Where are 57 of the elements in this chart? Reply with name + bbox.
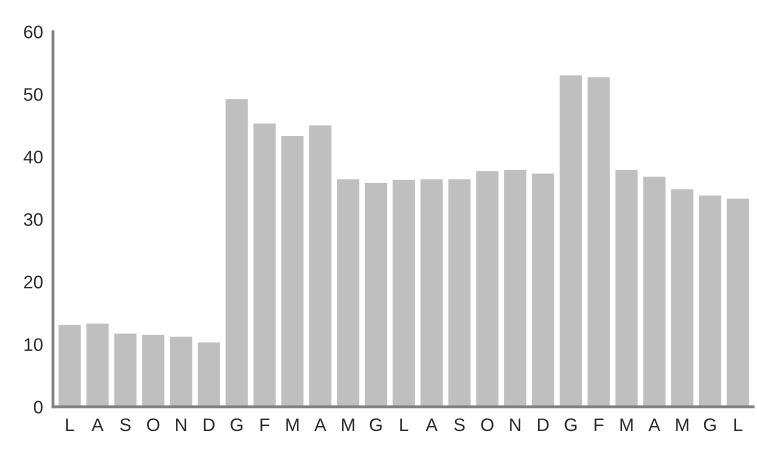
- x-tick-label: F: [594, 418, 604, 431]
- bar: [392, 180, 415, 407]
- x-tick-label: O: [481, 418, 494, 432]
- bar: [726, 198, 750, 407]
- bar: [281, 136, 304, 407]
- bar: [226, 99, 248, 407]
- bar: [532, 174, 554, 407]
- bar: [448, 179, 471, 407]
- x-tick-label: A: [92, 418, 104, 431]
- x-tick-label: D: [538, 418, 549, 431]
- y-tick-label: 10: [24, 338, 43, 351]
- x-tick-label: L: [400, 418, 408, 431]
- bar: [253, 124, 276, 407]
- x-tick-label: M: [286, 418, 298, 431]
- x-tick-label: N: [510, 418, 520, 431]
- bar: [504, 170, 526, 407]
- bar: [142, 334, 164, 407]
- x-tick-label: M: [620, 418, 633, 431]
- bar: [476, 171, 498, 407]
- bar: [309, 125, 332, 407]
- y-tick-label: 20: [24, 276, 43, 288]
- bar: [671, 189, 694, 407]
- x-tick-label: A: [648, 418, 660, 431]
- bar: [698, 195, 722, 407]
- x-tick-label: L: [734, 418, 742, 431]
- x-tick-label: A: [314, 418, 326, 431]
- bar: [336, 179, 360, 407]
- bar: [86, 324, 109, 407]
- bar: [364, 182, 388, 407]
- x-tick-label: O: [147, 418, 160, 432]
- x-tick-label: S: [454, 418, 465, 432]
- bar: [170, 336, 192, 407]
- x-tick-label: G: [704, 418, 716, 432]
- y-tick-label: 60: [24, 26, 43, 38]
- x-tick-label: M: [342, 418, 354, 431]
- bar: [198, 342, 220, 407]
- bar: [643, 176, 666, 407]
- bar: [615, 170, 638, 407]
- bar: [58, 324, 81, 407]
- x-tick-label: M: [676, 418, 688, 431]
- x-tick-label: F: [260, 418, 270, 431]
- bar: [114, 334, 137, 407]
- y-tick-label: 50: [24, 88, 43, 101]
- y-tick-label: 0: [34, 400, 43, 414]
- x-tick-label: G: [230, 418, 242, 432]
- bar: [420, 179, 443, 407]
- y-tick-label: 40: [24, 150, 43, 164]
- x-tick-label: L: [66, 418, 74, 431]
- x-tick-label: D: [204, 418, 215, 431]
- x-tick-label: N: [176, 418, 186, 431]
- bar: [588, 77, 610, 407]
- x-tick-label: A: [426, 418, 438, 431]
- x-tick-label: G: [564, 418, 577, 432]
- x-tick-label: S: [120, 418, 131, 432]
- x-tick-label: G: [370, 418, 382, 432]
- bar: [560, 75, 582, 407]
- y-tick-label: 30: [24, 213, 43, 226]
